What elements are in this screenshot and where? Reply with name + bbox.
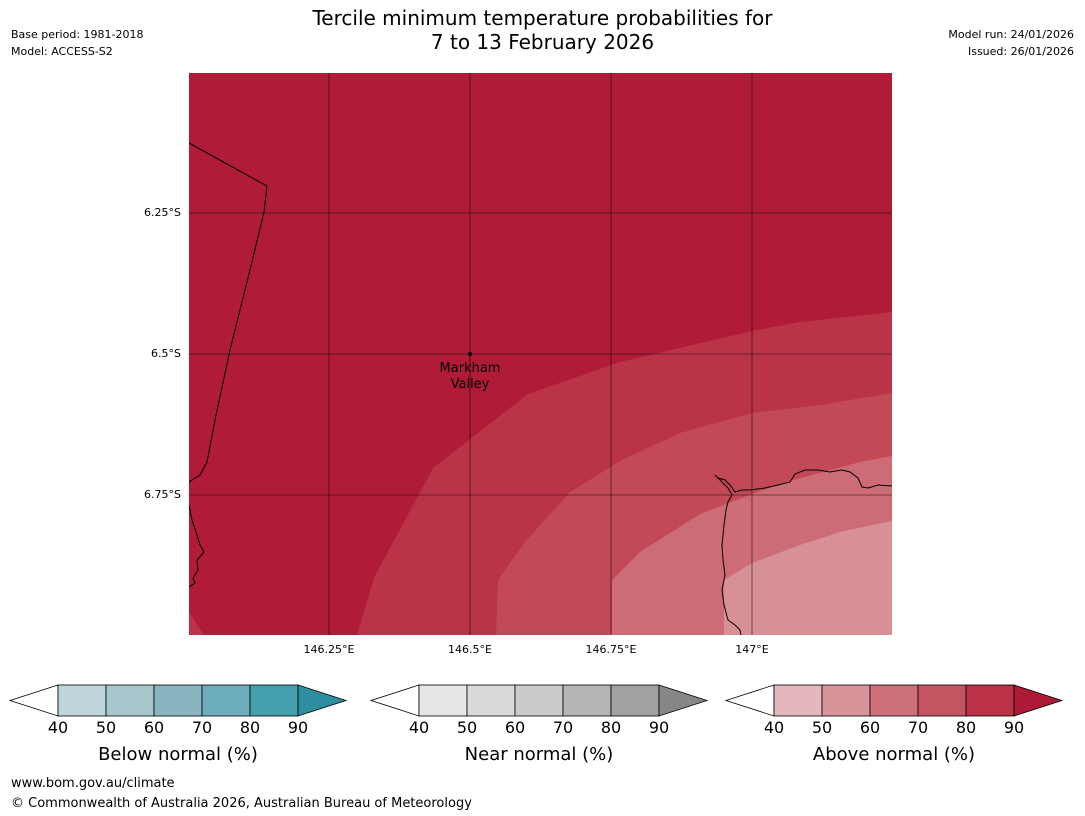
colorbar-tick-40: 40	[47, 718, 69, 737]
colorbar-tick-70: 70	[191, 718, 213, 737]
colorbar-tick-70: 70	[552, 718, 574, 737]
colorbar-extend-low	[369, 684, 420, 717]
colorbar-segment-50-60	[466, 684, 516, 717]
colorbar-near-normal: 40 50 60 70 80 90 Near normal (%)	[369, 682, 711, 772]
lat-label-6-5: 6.5°S	[151, 347, 181, 360]
grid-lines	[189, 73, 892, 635]
colorbar-below-normal: 40 50 60 70 80 90 Below normal (%)	[8, 682, 350, 772]
fill-band-50	[724, 521, 892, 635]
lon-label-147: 147°E	[735, 643, 769, 656]
colorbar-segment-50-60	[105, 684, 155, 717]
colorbar-segment-70-80	[201, 684, 251, 717]
colorbar-tick-50: 50	[811, 718, 833, 737]
model-text: Model: ACCESS-S2	[11, 45, 113, 58]
colorbar-segment-40-50	[418, 684, 468, 717]
map-title: Tercile minimum temperature probabilitie…	[200, 6, 885, 54]
colorbar-extend-high	[297, 684, 348, 717]
place-marker-markham-valley[interactable]	[468, 352, 472, 356]
lon-label-146-5: 146.5°E	[448, 643, 492, 656]
run-info: Model run: 24/01/2026 Issued: 26/01/2026	[948, 26, 1074, 60]
colorbar-tick-70: 70	[907, 718, 929, 737]
colorbar-graphic	[724, 684, 1064, 717]
colorbar-segment-80-90	[610, 684, 660, 717]
colorbar-segment-80-90	[965, 684, 1015, 717]
place-label-line-1: Markham	[440, 361, 501, 376]
colorbar-segment-70-80	[917, 684, 967, 717]
colorbar-segment-50-60	[821, 684, 871, 717]
title-line-1: Tercile minimum temperature probabilitie…	[312, 6, 773, 30]
model-run-text: Model run: 24/01/2026	[948, 28, 1074, 41]
colorbar-tick-40: 40	[763, 718, 785, 737]
colorbar-segment-40-50	[57, 684, 107, 717]
colorbar-tick-80: 80	[239, 718, 261, 737]
lon-label-146-75: 146.75°E	[585, 643, 637, 656]
coastline-west	[189, 504, 205, 588]
colorbar-tick-50: 50	[456, 718, 478, 737]
colorbar-tick-80: 80	[600, 718, 622, 737]
colorbar-tick-60: 60	[504, 718, 526, 737]
colorbar-extend-high	[1013, 684, 1064, 717]
coastline-and-borders	[189, 142, 892, 635]
colorbar-segment-60-70	[869, 684, 919, 717]
colorbar-segment-40-50	[773, 684, 823, 717]
colorbar-title: Above normal (%)	[812, 744, 976, 765]
lon-label-146-25: 146.25°E	[303, 643, 355, 656]
colorbar-title: Near normal (%)	[464, 744, 614, 765]
fill-band-80-corner	[189, 612, 204, 635]
colorbar-above-normal: 40 50 60 70 80 90 Above normal (%)	[724, 682, 1066, 772]
coastline-east	[714, 469, 892, 635]
title-line-2: 7 to 13 February 2026	[430, 30, 655, 54]
colorbar-segment-70-80	[562, 684, 612, 717]
colorbar-extend-low	[724, 684, 775, 717]
colorbar-segment-60-70	[153, 684, 203, 717]
place-label-line-2: Valley	[451, 377, 490, 392]
colorbar-tick-60: 60	[859, 718, 881, 737]
border-line	[189, 142, 268, 483]
colorbar-segment-60-70	[514, 684, 564, 717]
colorbar-graphic	[369, 684, 709, 717]
colorbar-tick-90: 90	[287, 718, 309, 737]
colorbar-extend-high	[658, 684, 709, 717]
colorbar-tick-80: 80	[955, 718, 977, 737]
colorbar-tick-60: 60	[143, 718, 165, 737]
colorbar-extend-low	[8, 684, 59, 717]
colorbar-tick-90: 90	[1003, 718, 1025, 737]
lat-label-6-75: 6.75°S	[144, 488, 181, 501]
footer-copyright: © Commonwealth of Australia 2026, Austra…	[11, 796, 472, 811]
lat-label-6-25: 6.25°S	[144, 206, 181, 219]
footer-url[interactable]: www.bom.gov.au/climate	[11, 776, 175, 791]
base-period-text: Base period: 1981-2018	[11, 28, 144, 41]
issued-text: Issued: 26/01/2026	[967, 45, 1074, 58]
colorbar-tick-50: 50	[95, 718, 117, 737]
colorbar-graphic	[8, 684, 348, 717]
colorbar-title: Below normal (%)	[98, 744, 258, 765]
colorbar-segment-80-90	[249, 684, 299, 717]
colorbar-tick-90: 90	[648, 718, 670, 737]
colorbar-tick-40: 40	[408, 718, 430, 737]
model-info: Base period: 1981-2018 Model: ACCESS-S2	[11, 26, 143, 60]
